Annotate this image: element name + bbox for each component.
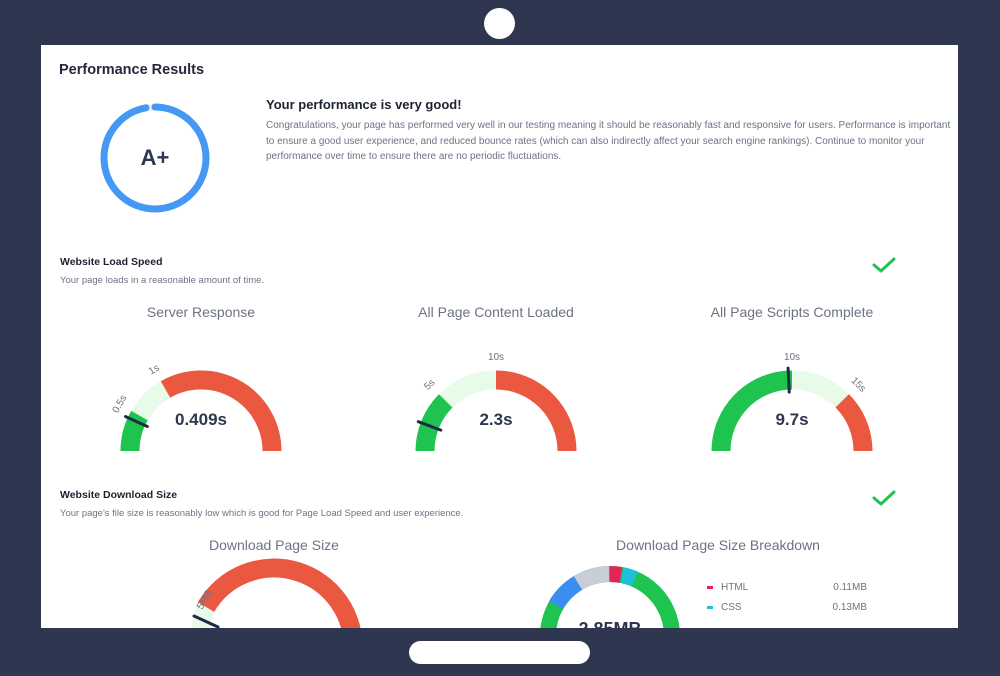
grade-ring [100, 103, 210, 213]
gauge-ok-zone [131, 381, 171, 421]
gauge-arcs: 0.5s 1s [111, 363, 282, 452]
gauge-title-content-loaded: All Page Content Loaded [418, 304, 574, 320]
legend-label: HTML [721, 582, 749, 593]
gauge-needle [786, 366, 791, 394]
gauge-tick-label: 1s [147, 363, 162, 378]
gauge-slow-zone [495, 370, 577, 452]
breakdown-donut: 2.85MB [540, 566, 680, 628]
download-size-description: Your page's file size is reasonably low … [60, 508, 464, 519]
download-size-gauge: 5MB [192, 558, 361, 628]
donut-segment-html [609, 566, 623, 583]
gauge-value: 9.7s [775, 410, 808, 429]
donut-segment-other [573, 566, 610, 591]
load-speed-description: Your page loads in a reasonable amount o… [60, 275, 265, 286]
check-icon [872, 490, 896, 506]
gauge-slow-zone [160, 370, 282, 452]
check-icon [872, 257, 896, 273]
gauge-needle [416, 420, 443, 432]
legend-swatch [707, 606, 713, 609]
load-speed-title: Website Load Speed [60, 256, 163, 268]
gauge-slow-zone [835, 394, 873, 452]
gauge-title-scripts-complete: All Page Scripts Complete [710, 304, 874, 320]
gauge-tick-label: 15s [849, 375, 868, 394]
breakdown-total: 2.85MB [578, 619, 641, 628]
breakdown-title: Download Page Size Breakdown [616, 537, 820, 553]
donut-segment-images [549, 576, 583, 610]
donut-segment-css [620, 567, 639, 587]
gauge-ok-zone [439, 370, 497, 408]
legend-label: CSS [721, 602, 742, 613]
breakdown-legend: HTML 0.11MB CSS 0.13MB [707, 582, 867, 613]
gauge-title-server-response: Server Response [146, 304, 256, 320]
download-size-title: Website Download Size [60, 489, 178, 501]
gauge-value: 0.409s [175, 410, 227, 429]
grade-value: A+ [140, 145, 170, 170]
legend-item-html: HTML 0.11MB [707, 582, 867, 593]
gauge-content-loaded: 5s 10s 2.3s [415, 352, 577, 452]
screen: Performance Results A+ Your performance … [41, 45, 958, 628]
gauge-tick-label: 5s [422, 377, 437, 392]
legend-swatch [707, 586, 713, 589]
gauge-tick-label: 10s [784, 352, 800, 363]
gauge-good-zone [415, 394, 453, 452]
gauge-tick-label: 10s [488, 352, 504, 363]
grade-progress-arc [100, 103, 210, 213]
gauge-value: 2.3s [479, 410, 512, 429]
gauge-good-zone [711, 370, 793, 452]
gauge-needle [192, 614, 220, 628]
device-camera [484, 8, 515, 39]
device-home-bar [409, 641, 590, 664]
gauge-server-response: 0.5s 1s 0.409s [111, 363, 282, 452]
gauge-arcs: 5s 10s [415, 352, 577, 452]
download-size-gauge-title: Download Page Size [209, 537, 339, 553]
gauge-scripts-complete: 10s 15s 9.7s [711, 352, 873, 452]
legend-item-css: CSS 0.13MB [707, 602, 867, 613]
summary-heading: Your performance is very good! [266, 97, 462, 112]
legend-value: 0.13MB [832, 602, 867, 613]
gauge-arcs: 10s 15s [711, 352, 873, 452]
legend-value: 0.11MB [833, 582, 867, 593]
gauge-tick-label: 0.5s [111, 393, 130, 415]
summary-body: Congratulations, your page has performed… [266, 120, 951, 162]
gauge-ok-zone [791, 370, 849, 408]
gauge-good-zone [120, 410, 148, 452]
gauge-needle [123, 415, 149, 428]
page-title: Performance Results [59, 62, 205, 78]
